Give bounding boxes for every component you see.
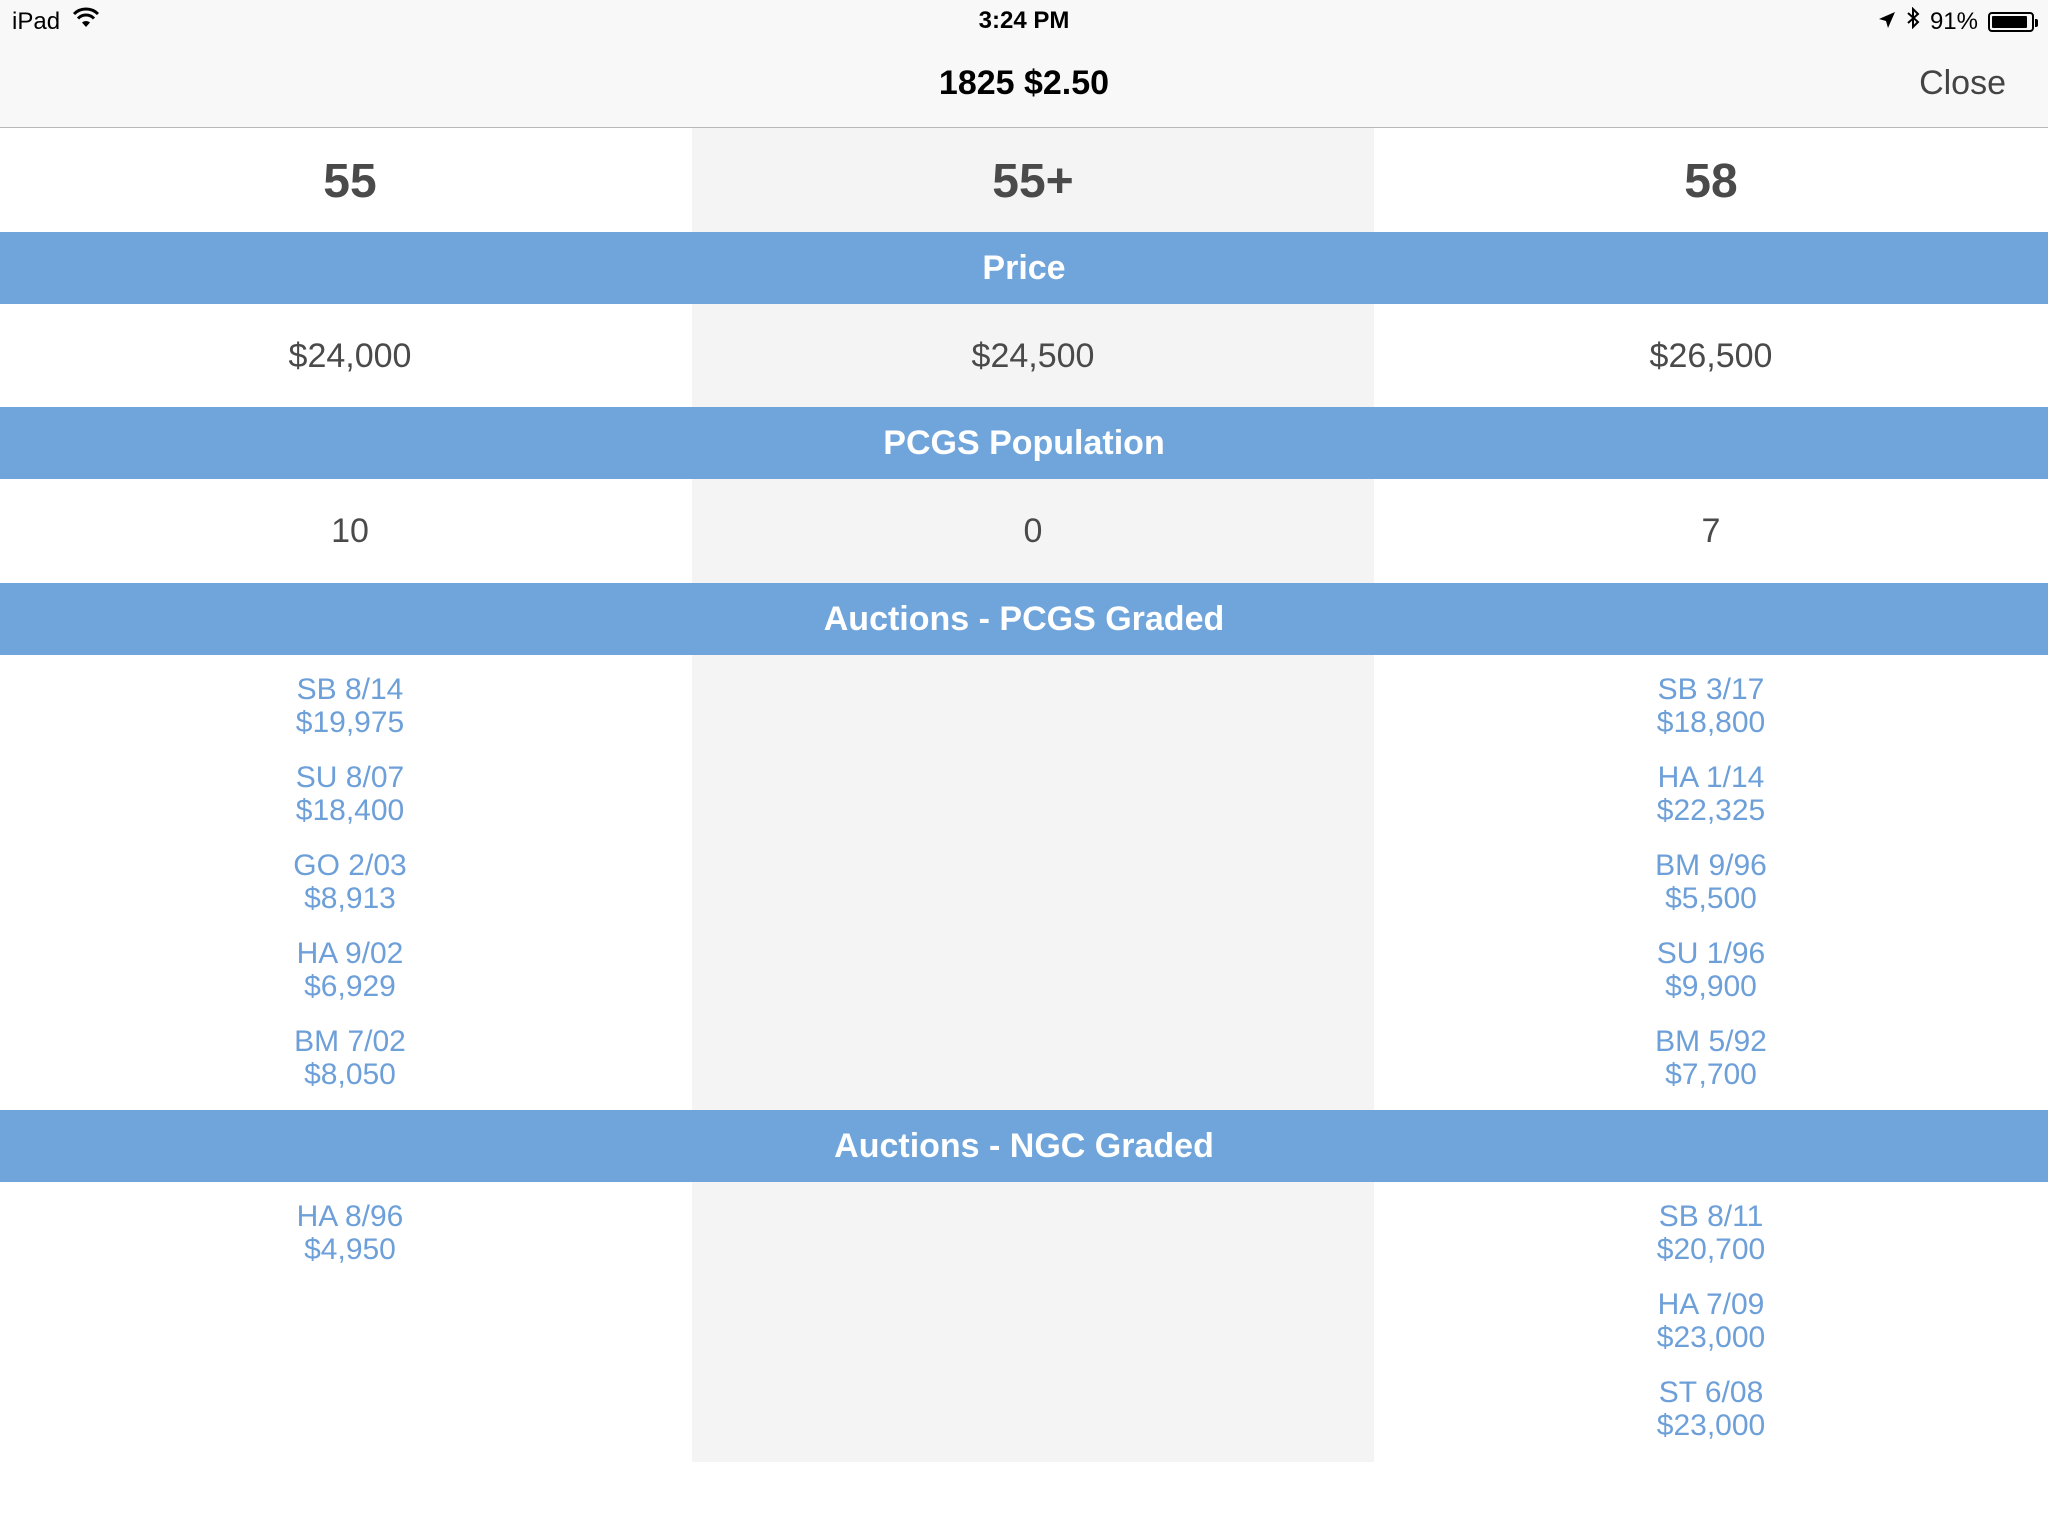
- population-value-1: 10: [331, 512, 369, 550]
- price-value-1: $24,000: [288, 337, 412, 375]
- auction-link[interactable]: SB 8/14 $19,975: [8, 673, 692, 739]
- column-58: [1374, 128, 2048, 1462]
- auction-price: $4,950: [304, 1233, 396, 1266]
- auction-link[interactable]: BM 9/96 $5,500: [1374, 849, 2048, 915]
- auctions-pcgs-section-header: Auctions - PCGS Graded: [0, 583, 2048, 655]
- auction-link[interactable]: SB 8/11 $20,700: [1374, 1200, 2048, 1266]
- auction-sale: HA 9/02: [296, 937, 404, 970]
- auction-sale: HA 8/96: [296, 1200, 404, 1233]
- auction-sale: BM 5/92: [1655, 1025, 1767, 1058]
- auction-sale: ST 6/08: [1658, 1376, 1764, 1409]
- bluetooth-icon: [1906, 6, 1920, 36]
- auction-sale: SU 1/96: [1656, 937, 1766, 970]
- grade-header-3: 58: [1684, 155, 1738, 208]
- auction-link[interactable]: HA 7/09 $23,000: [1374, 1288, 2048, 1354]
- wifi-icon: [72, 7, 100, 36]
- population-section-header: PCGS Population: [0, 407, 2048, 479]
- auction-price: $23,000: [1656, 1409, 1766, 1442]
- auction-sale: GO 2/03: [293, 849, 407, 882]
- auction-sale: BM 7/02: [294, 1025, 406, 1058]
- grade-header-2: 55+: [992, 155, 1074, 208]
- auction-link[interactable]: HA 8/96 $4,950: [8, 1200, 692, 1266]
- auction-price: $19,975: [295, 706, 405, 739]
- auction-price: $20,700: [1656, 1233, 1766, 1266]
- price-value-2: $24,500: [971, 337, 1095, 375]
- population-value-3: 7: [1701, 512, 1721, 550]
- auction-price: $5,500: [1665, 882, 1757, 915]
- battery-percent: 91%: [1929, 7, 1978, 35]
- auction-price: $7,700: [1665, 1058, 1757, 1091]
- population-value-2: 0: [1023, 512, 1043, 550]
- location-arrow-icon: [1878, 8, 1896, 36]
- auction-price: $6,929: [304, 970, 396, 1003]
- auction-price: $22,325: [1656, 794, 1766, 827]
- auction-link[interactable]: SU 8/07 $18,400: [8, 761, 692, 827]
- status-bar-left: iPad: [12, 7, 100, 36]
- auction-sale: SU 8/07: [295, 761, 405, 794]
- column-55-plus: [692, 128, 1374, 1462]
- auction-sale: SB 3/17: [1657, 673, 1765, 706]
- auction-link[interactable]: BM 7/02 $8,050: [8, 1025, 692, 1091]
- price-section-header: Price: [0, 232, 2048, 304]
- grade-header-1: 55: [323, 155, 377, 208]
- auction-link[interactable]: BM 5/92 $7,700: [1374, 1025, 2048, 1091]
- status-bar-right: 91%: [1878, 6, 2038, 36]
- auction-link[interactable]: HA 9/02 $6,929: [8, 937, 692, 1003]
- battery-icon: [1988, 11, 2038, 32]
- auction-price: $23,000: [1656, 1321, 1766, 1354]
- status-bar: iPad 3:24 PM 91%: [0, 0, 2048, 40]
- auction-price: $18,800: [1656, 706, 1766, 739]
- auction-sale: SB 8/11: [1658, 1200, 1764, 1233]
- auction-price: $9,900: [1665, 970, 1757, 1003]
- auction-price: $8,050: [304, 1058, 396, 1091]
- close-button[interactable]: Close: [1919, 64, 2006, 102]
- column-55: [8, 128, 692, 1462]
- auction-link[interactable]: HA 1/14 $22,325: [1374, 761, 2048, 827]
- device-name: iPad: [12, 7, 61, 35]
- auction-sale: SB 8/14: [296, 673, 404, 706]
- price-value-3: $26,500: [1649, 337, 1773, 375]
- page-title: 1825 $2.50: [938, 64, 1110, 102]
- battery-fill: [1992, 15, 2027, 28]
- auctions-ngc-section-header: Auctions - NGC Graded: [0, 1110, 2048, 1182]
- auction-link[interactable]: SU 1/96 $9,900: [1374, 937, 2048, 1003]
- auction-price: $18,400: [295, 794, 405, 827]
- status-time: 3:24 PM: [978, 7, 1070, 34]
- nav-bar: 1825 $2.50 Close: [0, 40, 2048, 128]
- auction-link[interactable]: GO 2/03 $8,913: [8, 849, 692, 915]
- auction-sale: HA 7/09: [1657, 1288, 1765, 1321]
- auction-link[interactable]: SB 3/17 $18,800: [1374, 673, 2048, 739]
- auction-price: $8,913: [304, 882, 396, 915]
- auction-link[interactable]: ST 6/08 $23,000: [1374, 1376, 2048, 1442]
- auction-sale: HA 1/14: [1657, 761, 1765, 794]
- auction-sale: BM 9/96: [1655, 849, 1767, 882]
